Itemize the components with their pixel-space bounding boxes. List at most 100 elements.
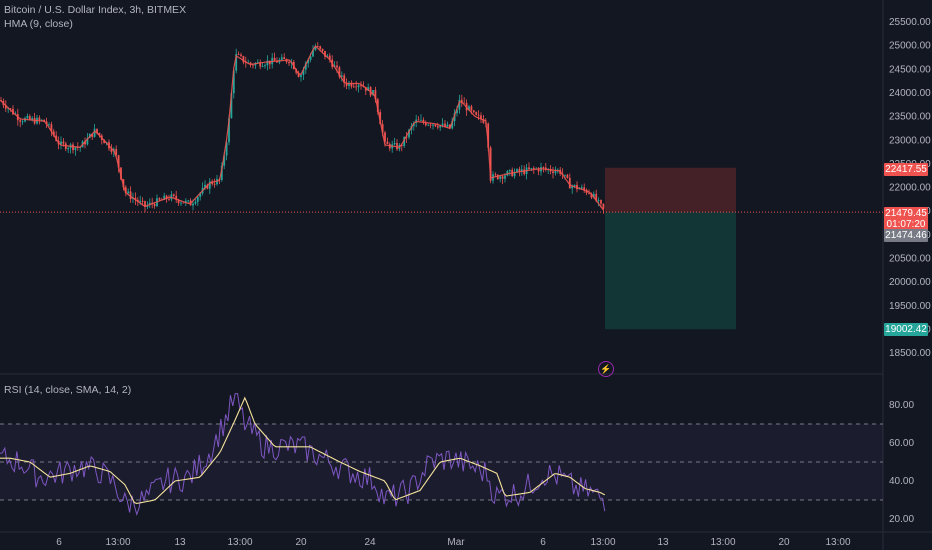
candle-body (513, 172, 516, 177)
candle-body (386, 141, 389, 145)
candle-body (31, 118, 34, 120)
candle-body (91, 134, 94, 137)
candle-body (93, 128, 96, 137)
time-axis-label: Mar (447, 537, 465, 548)
hma-legend[interactable]: HMA (9, close) (4, 18, 73, 30)
candle-body (482, 119, 485, 123)
candle-body (477, 114, 480, 116)
candle-body (468, 106, 470, 111)
candle-body (74, 147, 77, 151)
candle-body (26, 116, 29, 119)
candle-body (199, 193, 202, 197)
candle-body (470, 106, 473, 111)
candle-body (172, 194, 175, 196)
candle-body (564, 174, 566, 176)
time-axis-label: 13 (657, 537, 669, 548)
candle-body (98, 132, 101, 136)
rsi-tick-label: 80.00 (889, 400, 914, 411)
candle-body (336, 65, 338, 68)
candle-body (304, 63, 307, 70)
stop-price-badge: 19002.42 (884, 323, 928, 336)
candle-body (350, 82, 353, 87)
candle-body (355, 86, 358, 88)
candle-body (602, 203, 605, 209)
candle-body (196, 196, 199, 202)
candle-body (316, 46, 319, 47)
candle-body (540, 167, 542, 172)
candle-body (424, 122, 427, 126)
candle-body (324, 50, 326, 57)
candle-body (254, 63, 257, 66)
candle-body (124, 187, 127, 194)
time-axis-label: 24 (364, 537, 376, 548)
candle-body (343, 75, 346, 83)
candle-body (444, 123, 446, 127)
candle-body (446, 124, 449, 127)
rsi-ma-line (0, 396, 606, 505)
candle-body (357, 85, 360, 88)
candle-body (489, 147, 492, 181)
candle-body (434, 124, 437, 127)
candle-body (72, 144, 74, 151)
candle-body (597, 200, 600, 201)
candle-body (223, 155, 226, 166)
candle-body (230, 93, 233, 119)
candle-body (52, 131, 55, 136)
candle-body (300, 74, 302, 77)
symbol-legend[interactable]: Bitcoin / U.S. Dollar Index, 3h, BITMEX (4, 4, 187, 16)
candle-body (480, 115, 482, 120)
candle-body (321, 48, 324, 51)
candle-body (208, 181, 211, 189)
candle-body (242, 56, 245, 63)
candle-body (129, 191, 132, 200)
candle-body (244, 62, 247, 64)
rsi-tick-label: 60.00 (889, 438, 914, 449)
candle-body (436, 126, 439, 128)
candle-body (237, 53, 240, 55)
candle-body (487, 123, 490, 148)
candle-body (364, 86, 367, 91)
candle-body (374, 90, 377, 100)
candle-body (79, 147, 82, 149)
candle-body (504, 175, 506, 179)
target-price-badge: 22417.55 (884, 163, 928, 176)
candle-body (307, 59, 310, 64)
candle-body (48, 124, 50, 126)
hma-value-badge: 21474.46 (884, 229, 928, 242)
candle-body (537, 168, 540, 172)
candle-body (566, 174, 569, 178)
candle-body (240, 54, 242, 57)
candle-body (367, 87, 370, 91)
candle-body (501, 176, 504, 179)
candle-body (439, 125, 442, 128)
candle-body (86, 137, 89, 145)
candle-body (460, 99, 463, 103)
candle-body (475, 112, 478, 115)
price-tick-label: 25000.00 (889, 41, 931, 52)
candle-body (264, 65, 266, 67)
candle-body (19, 120, 22, 122)
candle-body (422, 119, 425, 123)
candle-body (50, 124, 53, 132)
candle-body (0, 100, 2, 102)
hma-line (0, 45, 604, 211)
candle-body (220, 165, 223, 180)
candle-body (403, 136, 406, 147)
price-tick-label: 18500.00 (889, 348, 931, 359)
candle-body (451, 121, 454, 129)
candle-body (429, 124, 432, 126)
lightning-icon[interactable]: ⚡ (598, 361, 614, 377)
candle-body (571, 186, 574, 189)
candle-body (259, 62, 262, 67)
price-tick-label: 23500.00 (889, 112, 931, 123)
candle-body (508, 169, 511, 172)
candle-body (225, 142, 228, 156)
candle-body (206, 184, 209, 189)
candle-body (441, 123, 444, 126)
candle-body (252, 64, 254, 66)
candle-body (268, 60, 271, 65)
rsi-legend[interactable]: RSI (14, close, SMA, 14, 2) (4, 384, 132, 396)
candle-body (67, 148, 70, 150)
